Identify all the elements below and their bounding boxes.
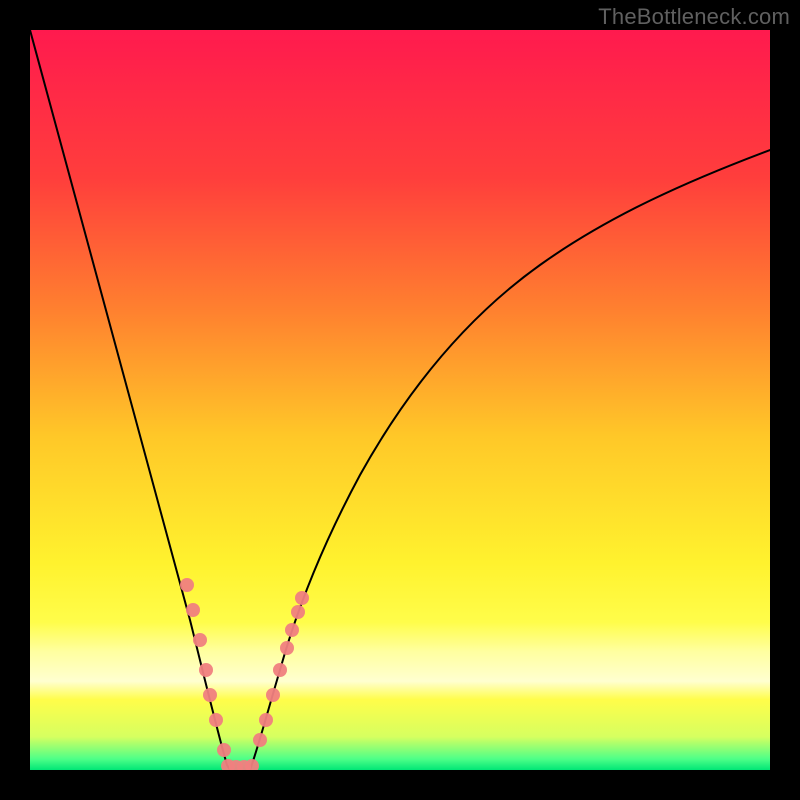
data-marker [217, 743, 231, 757]
data-marker [180, 578, 194, 592]
data-marker [209, 713, 223, 727]
chart-frame: TheBottleneck.com [0, 0, 800, 800]
curve-layer [30, 30, 770, 770]
watermark-text: TheBottleneck.com [598, 4, 790, 30]
data-marker [285, 623, 299, 637]
data-marker [280, 641, 294, 655]
data-marker [186, 603, 200, 617]
data-marker [193, 633, 207, 647]
data-marker [199, 663, 213, 677]
data-marker [291, 605, 305, 619]
data-marker [295, 591, 309, 605]
data-marker [253, 733, 267, 747]
curve-right-branch [250, 150, 770, 770]
data-marker [266, 688, 280, 702]
data-marker [203, 688, 217, 702]
data-marker [259, 713, 273, 727]
plot-area [30, 30, 770, 770]
data-marker [245, 759, 259, 770]
curve-left-branch [30, 30, 230, 770]
data-marker [273, 663, 287, 677]
markers-group [180, 578, 309, 770]
